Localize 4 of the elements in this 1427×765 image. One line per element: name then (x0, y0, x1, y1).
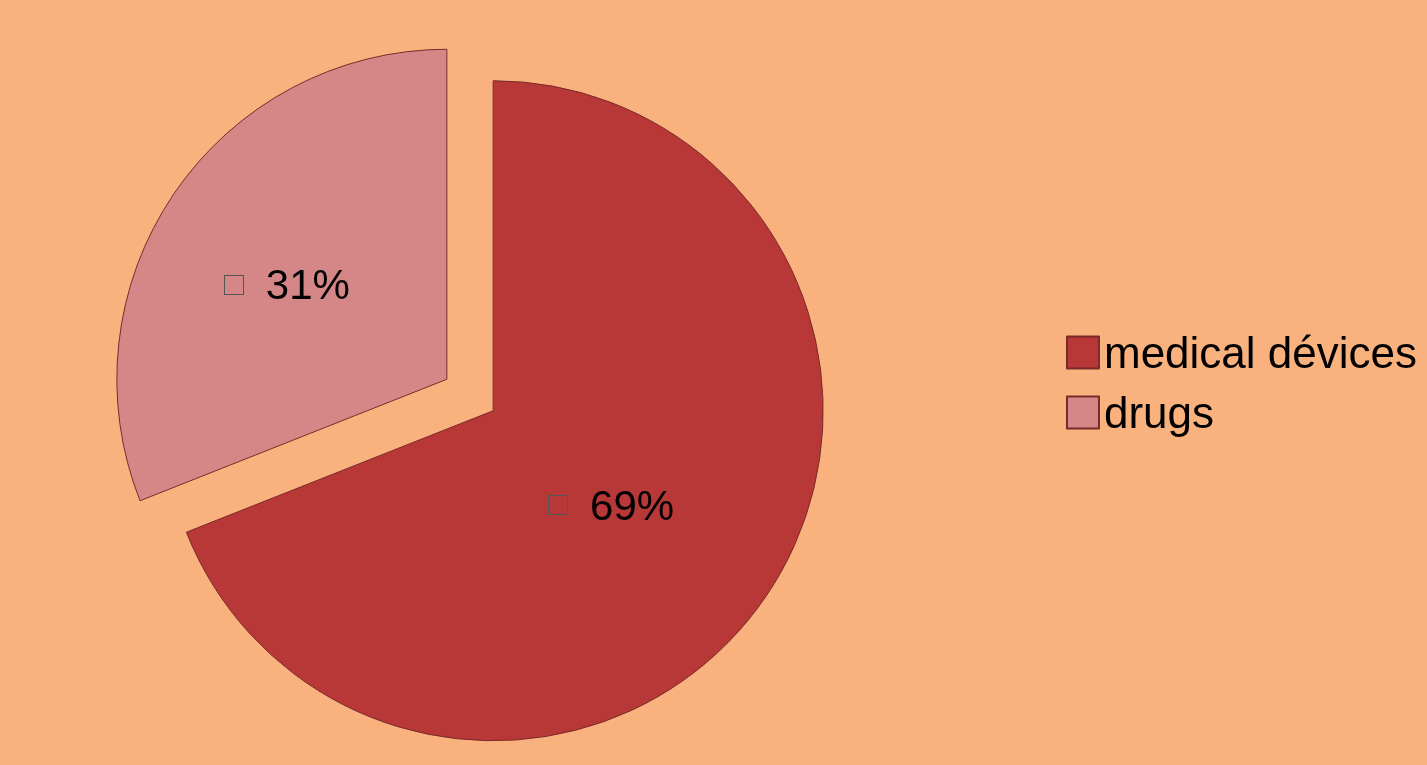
data-label: 31% (265, 261, 350, 309)
data-label: 69% (590, 481, 675, 529)
legend-label: drugs (1103, 388, 1215, 437)
legend-label: medical dévices (1103, 328, 1417, 377)
